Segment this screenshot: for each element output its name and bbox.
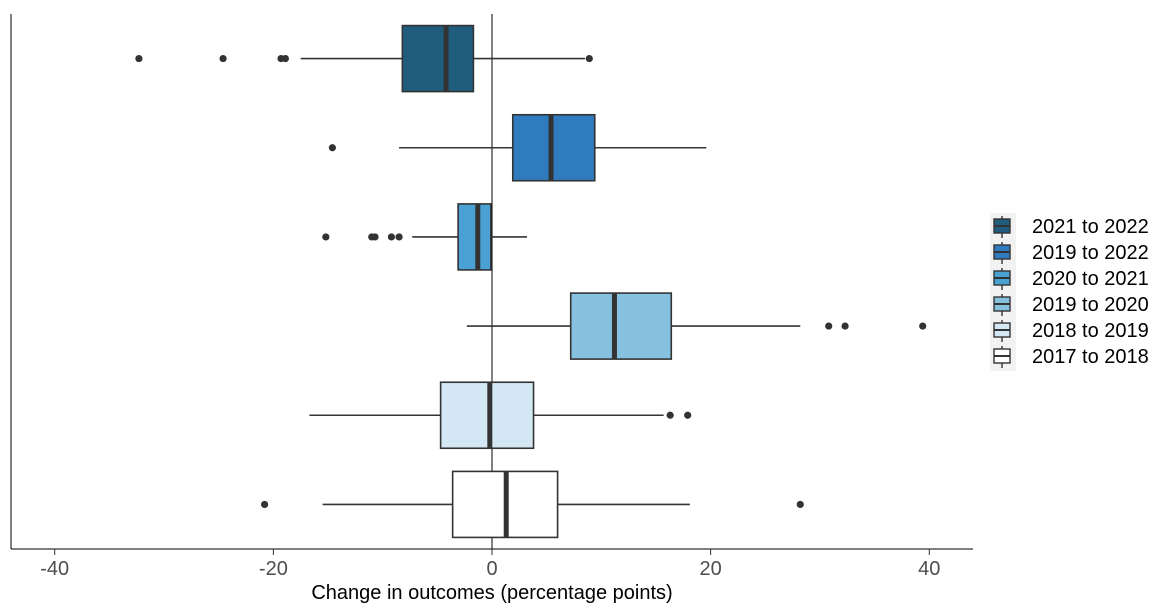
box-iqr [511,113,596,182]
box-5 [309,381,692,450]
x-tick-label: 0 [486,558,497,580]
box-2 [328,113,707,182]
legend-key-1 [993,216,1011,238]
outlier-point [322,233,330,241]
legend-label: 2018 to 2019 [1032,320,1149,342]
legend-key-2 [993,242,1011,264]
box-iqr [457,203,492,271]
x-tick-label: 20 [700,558,722,580]
outlier-point [261,500,269,509]
box-3 [322,203,527,271]
legend-label: 2020 to 2021 [1032,268,1149,290]
legend-key-3 [993,268,1011,290]
legend-label: 2019 to 2020 [1032,294,1149,316]
legend-label: 2019 to 2022 [1032,242,1149,264]
box-iqr [401,24,475,93]
legend-key-background [990,213,1016,371]
outlier-point [841,322,849,330]
outlier-point [395,233,403,241]
outlier-point [281,54,289,63]
outlier-point [387,233,396,241]
outlier-point [684,411,692,419]
x-axis-title: Change in outcomes (percentage points) [311,582,672,604]
outlier-point [585,54,593,63]
box-1 [135,24,593,93]
outlier-point [219,54,227,63]
legend-key-4 [993,294,1011,316]
legend-label: 2021 to 2022 [1032,216,1149,238]
x-tick-label: 40 [918,558,940,580]
legend: 2021 to 2022 2019 to 2022 2020 to 2021 2019… [990,213,1149,371]
box-iqr [439,381,535,450]
plot-area: -40 -20 0 20 40 [10,14,973,580]
outlier-point [666,411,674,419]
box-iqr [569,292,673,360]
x-tick-label: -40 [40,558,69,580]
outlier-point [919,322,927,330]
legend-key-6 [993,346,1011,368]
legend-label: 2017 to 2018 [1032,346,1149,368]
outlier-point [371,233,379,241]
outlier-point [796,500,804,509]
outlier-point [825,322,833,330]
legend-key-5 [993,320,1011,342]
box-4 [466,292,927,360]
box-6 [261,470,804,539]
x-tick-label: -20 [259,558,288,580]
outlier-point [135,54,143,63]
outlier-point [328,144,336,152]
